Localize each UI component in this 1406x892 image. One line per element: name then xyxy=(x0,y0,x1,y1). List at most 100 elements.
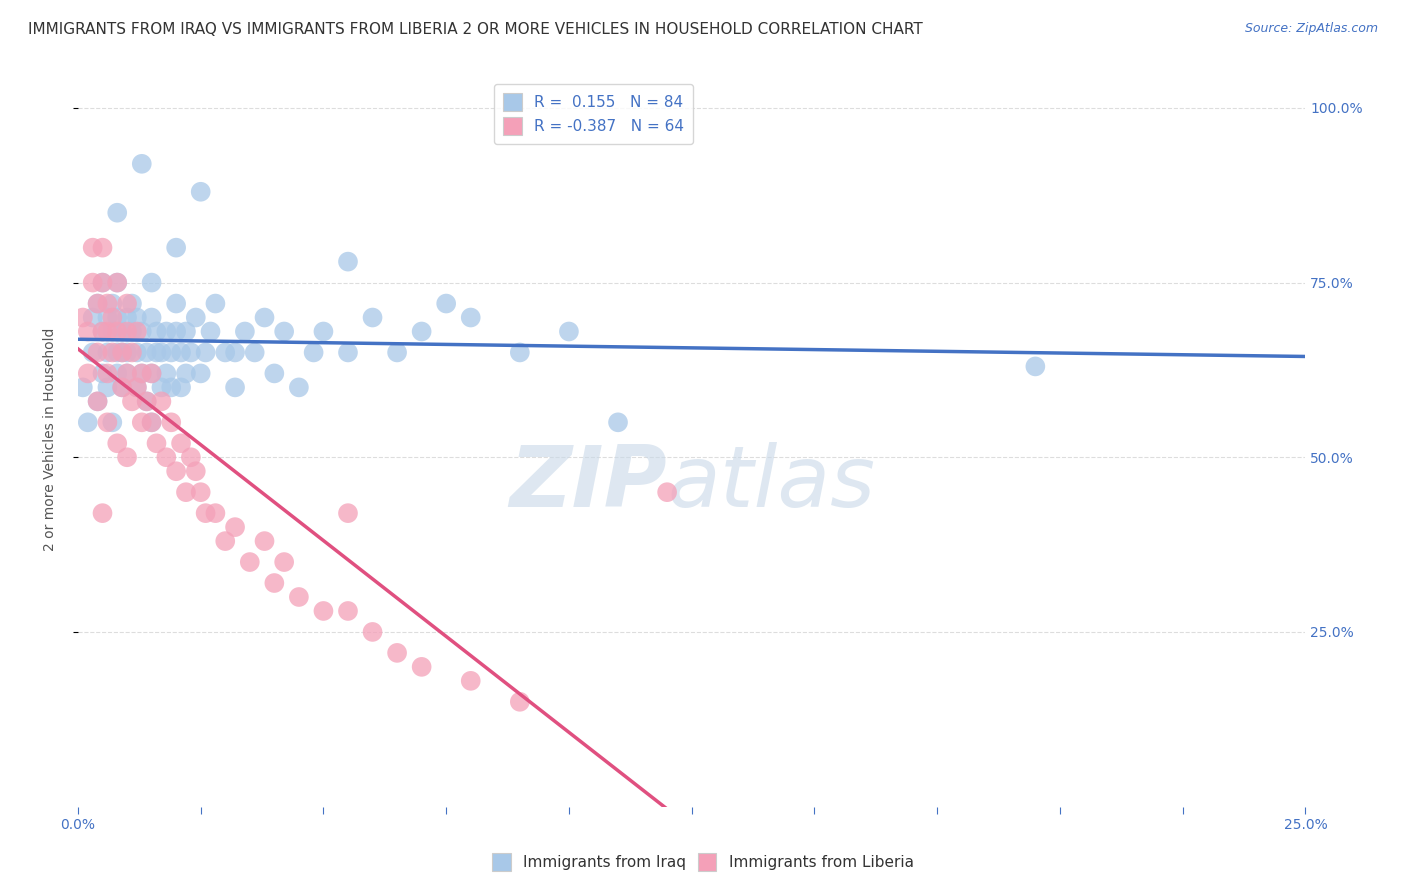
Point xyxy=(174,367,197,381)
Point xyxy=(86,394,108,409)
Point xyxy=(96,415,118,429)
Point xyxy=(91,276,114,290)
Point xyxy=(101,325,124,339)
Point xyxy=(96,345,118,359)
Point xyxy=(361,624,384,639)
Point xyxy=(101,345,124,359)
Point xyxy=(385,345,408,359)
Point xyxy=(184,310,207,325)
Point xyxy=(115,310,138,325)
Point xyxy=(86,394,108,409)
Point xyxy=(101,310,124,325)
Point xyxy=(460,673,482,688)
Point xyxy=(174,325,197,339)
Point xyxy=(180,450,202,465)
Point xyxy=(96,367,118,381)
Point xyxy=(194,345,217,359)
Point xyxy=(121,296,143,310)
Point xyxy=(72,310,94,325)
Point xyxy=(155,325,177,339)
Point xyxy=(96,310,118,325)
Point xyxy=(150,394,173,409)
Point xyxy=(243,345,266,359)
Point xyxy=(115,367,138,381)
Point xyxy=(121,325,143,339)
Legend: Immigrants from Iraq, Immigrants from Liberia: Immigrants from Iraq, Immigrants from Li… xyxy=(484,844,922,880)
Point xyxy=(160,345,183,359)
Point xyxy=(174,485,197,500)
Legend: R =  0.155   N = 84, R = -0.387   N = 64: R = 0.155 N = 84, R = -0.387 N = 64 xyxy=(494,84,693,144)
Point xyxy=(150,380,173,394)
Point xyxy=(105,205,128,219)
Point xyxy=(135,394,157,409)
Point xyxy=(111,380,134,394)
Point xyxy=(160,380,183,394)
Point xyxy=(204,296,226,310)
Point xyxy=(337,604,360,618)
Point xyxy=(411,325,433,339)
Point xyxy=(509,695,531,709)
Point xyxy=(82,241,104,255)
Point xyxy=(263,576,285,591)
Point xyxy=(337,254,360,268)
Point xyxy=(190,185,212,199)
Point xyxy=(239,555,262,569)
Point xyxy=(302,345,325,359)
Point xyxy=(76,367,98,381)
Point xyxy=(190,485,212,500)
Point xyxy=(105,345,128,359)
Point xyxy=(131,367,153,381)
Point xyxy=(1024,359,1046,374)
Text: IMMIGRANTS FROM IRAQ VS IMMIGRANTS FROM LIBERIA 2 OR MORE VEHICLES IN HOUSEHOLD : IMMIGRANTS FROM IRAQ VS IMMIGRANTS FROM … xyxy=(28,22,922,37)
Point xyxy=(111,345,134,359)
Point xyxy=(105,436,128,450)
Point xyxy=(150,345,173,359)
Point xyxy=(105,310,128,325)
Point xyxy=(72,380,94,394)
Point xyxy=(115,325,138,339)
Text: Source: ZipAtlas.com: Source: ZipAtlas.com xyxy=(1244,22,1378,36)
Point xyxy=(273,325,295,339)
Point xyxy=(91,325,114,339)
Point xyxy=(141,367,163,381)
Point xyxy=(200,325,222,339)
Point xyxy=(214,345,236,359)
Point xyxy=(131,157,153,171)
Point xyxy=(131,325,153,339)
Point xyxy=(111,325,134,339)
Point xyxy=(145,325,167,339)
Point xyxy=(385,646,408,660)
Point xyxy=(312,325,335,339)
Point xyxy=(273,555,295,569)
Point xyxy=(115,296,138,310)
Point xyxy=(105,276,128,290)
Point xyxy=(76,415,98,429)
Point xyxy=(655,485,678,500)
Point xyxy=(170,380,193,394)
Point xyxy=(184,464,207,478)
Point xyxy=(125,380,148,394)
Point xyxy=(91,276,114,290)
Point xyxy=(135,394,157,409)
Point xyxy=(337,345,360,359)
Point xyxy=(165,296,187,310)
Point xyxy=(111,345,134,359)
Point xyxy=(131,415,153,429)
Point xyxy=(125,325,148,339)
Point xyxy=(91,506,114,520)
Text: atlas: atlas xyxy=(666,442,875,525)
Point xyxy=(141,415,163,429)
Point xyxy=(160,415,183,429)
Point xyxy=(115,450,138,465)
Point xyxy=(115,345,138,359)
Point xyxy=(224,380,246,394)
Point xyxy=(224,520,246,534)
Point xyxy=(155,450,177,465)
Point xyxy=(165,325,187,339)
Point xyxy=(607,415,630,429)
Point xyxy=(263,367,285,381)
Point xyxy=(312,604,335,618)
Text: ZIP: ZIP xyxy=(509,442,666,525)
Point xyxy=(558,325,581,339)
Point xyxy=(86,345,108,359)
